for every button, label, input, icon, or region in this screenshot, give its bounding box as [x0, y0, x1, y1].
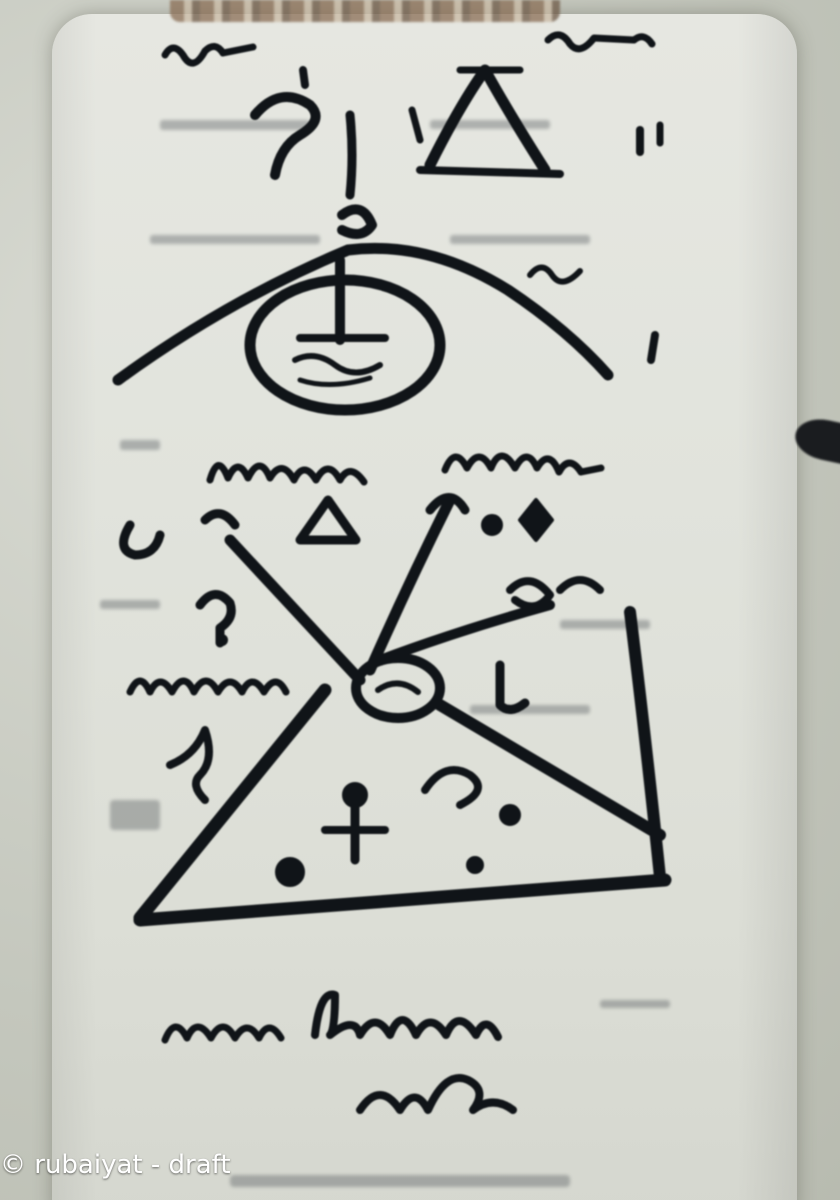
- eye-circle-icon: [351, 653, 445, 723]
- watermark-text: © rubaiyat - draft: [0, 1150, 231, 1180]
- book-spine-edge: [170, 0, 560, 22]
- manuscript-page: [52, 14, 797, 1200]
- small-triangle-icon: [295, 495, 361, 545]
- ink-strokes: [112, 31, 672, 1114]
- faint-scribbles: [100, 120, 670, 1187]
- ankh-cross-icon: [321, 782, 389, 865]
